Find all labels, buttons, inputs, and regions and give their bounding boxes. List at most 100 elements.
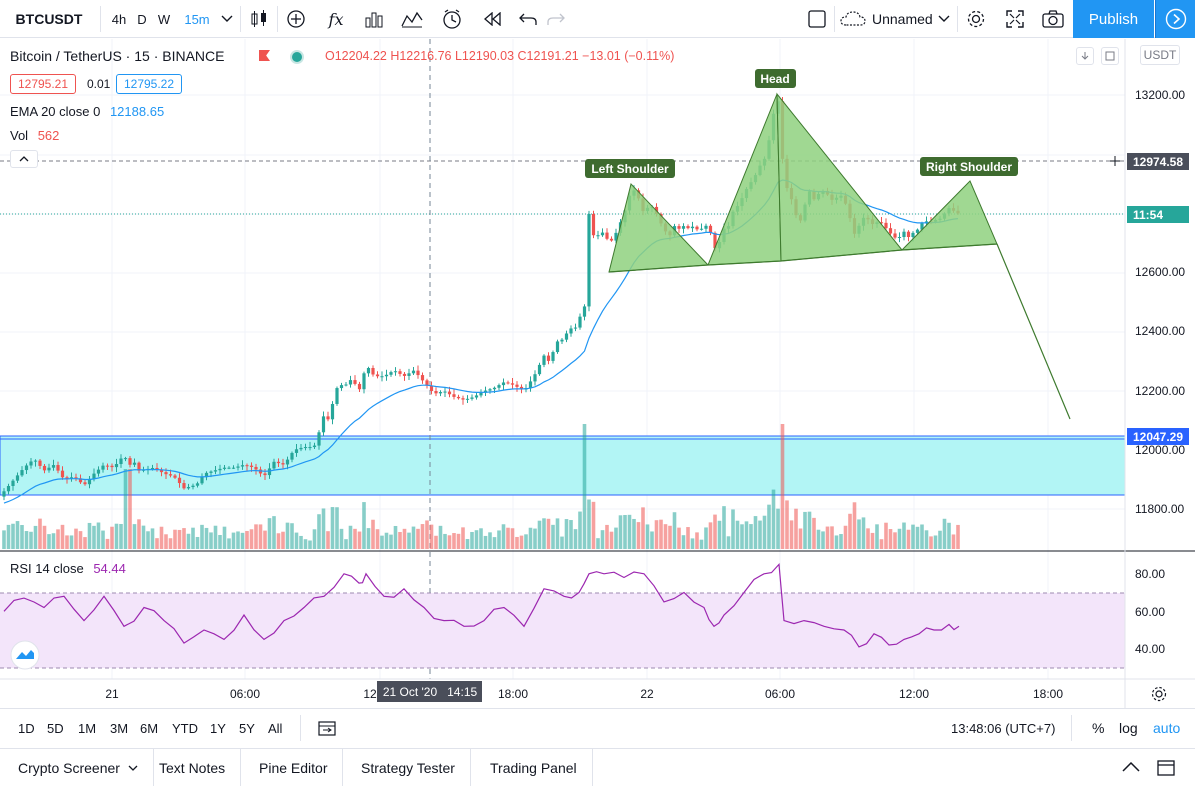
left-shoulder-label[interactable]: Left Shoulder [585, 159, 675, 178]
volume-bar [834, 535, 839, 549]
chevron-up-icon[interactable] [1122, 761, 1140, 776]
candle-body [173, 475, 177, 478]
cloud-layout-button[interactable]: Unnamed [840, 0, 956, 38]
range-all[interactable]: All [268, 720, 283, 736]
scroll-down-button[interactable] [1076, 47, 1094, 65]
volume-bar [222, 526, 227, 549]
right-shoulder-label[interactable]: Right Shoulder [920, 157, 1018, 176]
maximize-pane-button[interactable] [1101, 47, 1119, 65]
range-1y[interactable]: 1Y [210, 720, 226, 736]
fullscreen-icon[interactable] [1001, 0, 1029, 38]
chart-area[interactable]: Left Shoulder Head Right Shoulder 13200.… [0, 39, 1195, 708]
chevron-down-icon[interactable] [218, 0, 236, 38]
undo-icon[interactable] [515, 0, 541, 38]
layout-square-icon[interactable] [804, 0, 830, 38]
range-5y[interactable]: 5Y [239, 720, 255, 736]
chevron-down-icon[interactable] [936, 0, 952, 38]
collapse-legend-button[interactable] [10, 150, 38, 168]
range-5d[interactable]: 5D [47, 720, 64, 736]
play-icon[interactable] [1155, 0, 1195, 38]
candle-body [479, 392, 483, 396]
tab-pine-editor[interactable]: Pine Editor [244, 749, 344, 786]
head-shoulders-pattern[interactable] [608, 92, 1071, 420]
range-1m[interactable]: 1M [78, 720, 97, 736]
ask-price-box[interactable]: 12795.22 [116, 74, 182, 94]
vol-label: Vol [10, 128, 29, 143]
volume-bar [785, 500, 789, 549]
tab-strategy-tester[interactable]: Strategy Tester [346, 749, 471, 786]
candle-body [101, 465, 105, 470]
tab-text-notes[interactable]: Text Notes [144, 749, 242, 786]
divider [1071, 715, 1072, 741]
time-tick: 06:00 [230, 687, 260, 701]
interval-d[interactable]: D [137, 11, 147, 27]
compare-plus-icon[interactable] [283, 0, 309, 38]
volume-bar [380, 535, 384, 549]
support-zone[interactable] [0, 435, 1126, 496]
time-tick: 18:00 [1033, 687, 1063, 701]
price-scale[interactable]: 13200.00 12600.00 12400.00 12200.00 1200… [1135, 88, 1185, 656]
volume-bar [312, 529, 317, 549]
rsi-legend[interactable]: RSI 14 close 54.44 [10, 561, 126, 576]
plus-icon[interactable] [1110, 156, 1120, 166]
settings-gear-icon[interactable] [962, 0, 990, 38]
volume-bar [299, 535, 303, 549]
volume-legend[interactable]: Vol 562 [10, 128, 59, 143]
currency-badge[interactable]: USDT [1140, 45, 1180, 65]
bid-price-box[interactable]: 12795.21 [10, 74, 76, 94]
alert-clock-icon[interactable] [438, 0, 466, 38]
candle-body [155, 467, 159, 470]
auto-toggle[interactable]: auto [1153, 720, 1181, 736]
volume-bar [501, 524, 506, 549]
price-chart[interactable]: Left Shoulder Head Right Shoulder 13200.… [0, 39, 1195, 708]
candle-body [492, 387, 497, 390]
percent-toggle[interactable]: % [1092, 720, 1105, 736]
volume-bar [276, 533, 281, 549]
candle-body [497, 385, 501, 388]
zone-price-label: 12047.29 [1127, 428, 1189, 445]
symbol-legend[interactable]: Bitcoin / TetherUS · 15 · BINANCE [10, 48, 224, 64]
volume-bar [893, 532, 897, 549]
volume-bar [627, 514, 632, 549]
volume-bar [96, 522, 101, 549]
range-1d[interactable]: 1D [18, 720, 35, 736]
templates-icon[interactable] [398, 0, 426, 38]
candle-body [110, 465, 114, 468]
calendar-goto-icon[interactable] [318, 709, 336, 747]
candle-body [83, 482, 87, 485]
replay-icon[interactable] [478, 0, 506, 38]
range-6m[interactable]: 6M [140, 720, 159, 736]
range-3m[interactable]: 3M [110, 720, 129, 736]
settings-gear-icon[interactable] [1151, 686, 1167, 702]
publish-button[interactable]: Publish [1073, 0, 1154, 38]
candle-body [114, 464, 119, 468]
red-flag-icon[interactable] [259, 50, 270, 61]
candle-body [96, 469, 101, 474]
volume-bar [879, 539, 884, 549]
tab-crypto-screener[interactable]: Crypto Screener [3, 749, 154, 786]
market-status-dot[interactable] [292, 52, 302, 62]
clock-display[interactable]: 13:48:06 (UTC+7) [951, 720, 1056, 736]
head-label[interactable]: Head [755, 69, 796, 88]
indicators-fx-icon[interactable]: 𝑓x [328, 9, 344, 29]
ema-legend[interactable]: EMA 20 close 0 12188.65 [10, 104, 164, 119]
tradingview-logo-icon[interactable] [10, 640, 40, 670]
financials-icon[interactable] [360, 0, 388, 38]
svg-text:Left Shoulder: Left Shoulder [591, 162, 669, 176]
redo-icon[interactable] [543, 0, 569, 38]
candle-body [362, 373, 366, 390]
candles-icon[interactable] [246, 0, 272, 38]
time-scale[interactable]: 21 06:00 12 18:00 22 06:00 12:00 18:00 [105, 687, 1063, 701]
interval-4h[interactable]: 4h [111, 11, 127, 27]
interval-15m[interactable]: 15m [184, 11, 210, 27]
maximize-panel-icon[interactable] [1157, 760, 1175, 779]
interval-w[interactable]: W [157, 11, 171, 27]
layout-name: Unnamed [872, 11, 933, 27]
candle-body [123, 458, 128, 460]
range-ytd[interactable]: YTD [172, 720, 198, 736]
symbol-search[interactable]: BTCUSDT [15, 11, 83, 27]
log-toggle[interactable]: log [1119, 720, 1138, 736]
tab-trading-panel[interactable]: Trading Panel [475, 749, 593, 786]
camera-icon[interactable] [1039, 0, 1067, 38]
candle-body [227, 467, 231, 469]
